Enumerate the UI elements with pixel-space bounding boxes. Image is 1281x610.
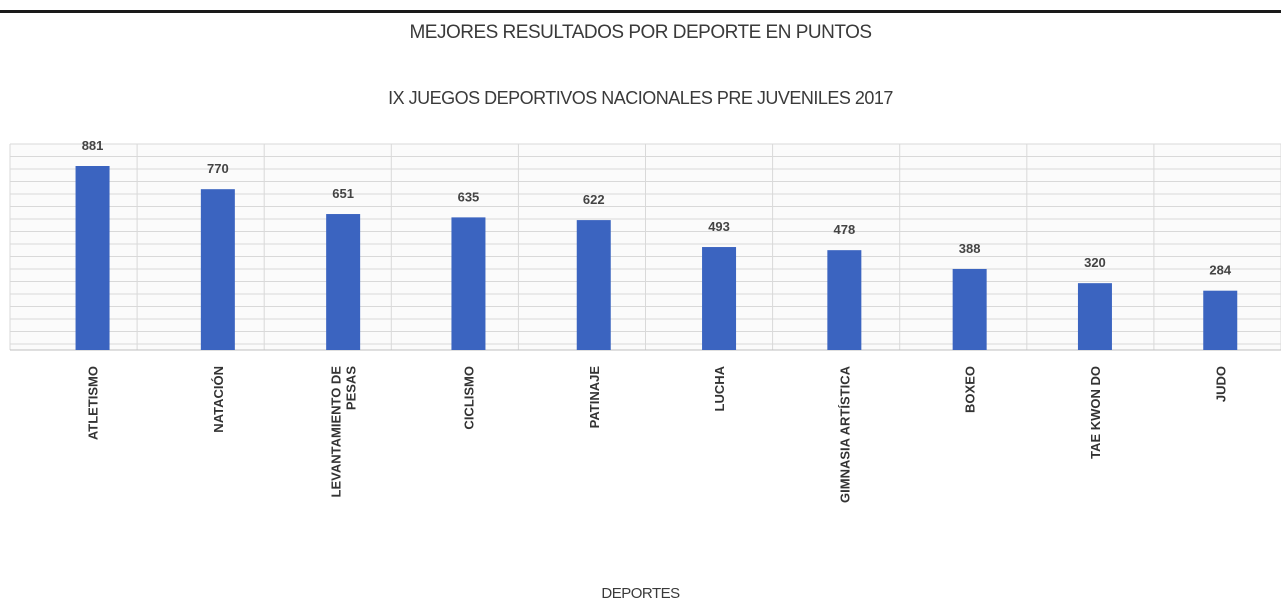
data-label: 478 — [833, 222, 855, 237]
bar — [827, 250, 862, 350]
data-label: 770 — [207, 161, 229, 176]
top-rule — [0, 10, 1281, 13]
category-label-line: LUCHA — [712, 365, 727, 411]
data-label: 284 — [1209, 263, 1231, 278]
category-label-line: NATACIÓN — [211, 366, 226, 433]
data-label: 320 — [1084, 255, 1106, 270]
category-label: JUDO — [1213, 366, 1228, 402]
data-label: 388 — [959, 241, 981, 256]
category-label-line: PESAS — [344, 366, 359, 410]
category-label-line: CICLISMO — [461, 366, 476, 430]
chart-subtitle: IX JUEGOS DEPORTIVOS NACIONALES PRE JUVE… — [388, 88, 893, 108]
category-label: GIMNASIA ARTÍSTICA — [837, 365, 852, 503]
category-label-line: PATINAJE — [587, 366, 602, 429]
bar — [952, 268, 987, 350]
data-label: 493 — [708, 219, 730, 234]
category-label-line: TAE KWON DO — [1088, 366, 1103, 459]
category-label-line: BOXEO — [963, 366, 978, 413]
bar — [1077, 283, 1112, 350]
category-label-line: JUDO — [1213, 366, 1228, 402]
x-axis-title: DEPORTES — [601, 585, 680, 602]
bar — [326, 214, 361, 350]
data-label: 881 — [82, 138, 104, 153]
category-label: CICLISMO — [461, 366, 476, 430]
data-labels: 881 770 651 635 622 493 478 388 320 284 — [82, 138, 1232, 278]
category-label-line: ATLETISMO — [86, 366, 101, 440]
category-label-line: GIMNASIA ARTÍSTICA — [837, 365, 852, 503]
category-label: NATACIÓN — [211, 366, 226, 433]
bar — [75, 166, 110, 350]
bar — [200, 189, 235, 350]
bars — [75, 166, 1238, 350]
bar — [576, 220, 611, 350]
chart-title: MEJORES RESULTADOS POR DEPORTE EN PUNTOS — [409, 22, 872, 43]
category-label: ATLETISMO — [86, 366, 101, 440]
category-labels: ATLETISMO NATACIÓN LEVANTAMIENTO DE PESAS CI… — [86, 365, 1229, 503]
data-label: 622 — [583, 192, 605, 207]
data-label: 651 — [332, 186, 354, 201]
category-label: LEVANTAMIENTO DE PESAS — [329, 366, 359, 498]
data-label: 635 — [458, 189, 480, 204]
bar — [702, 247, 737, 350]
category-label: TAE KWON DO — [1088, 366, 1103, 459]
bar — [451, 217, 486, 350]
category-label: PATINAJE — [587, 366, 602, 429]
category-label-line: LEVANTAMIENTO DE — [329, 366, 344, 498]
bar — [1203, 290, 1238, 350]
category-label: LUCHA — [712, 365, 727, 411]
category-label: BOXEO — [963, 366, 978, 413]
